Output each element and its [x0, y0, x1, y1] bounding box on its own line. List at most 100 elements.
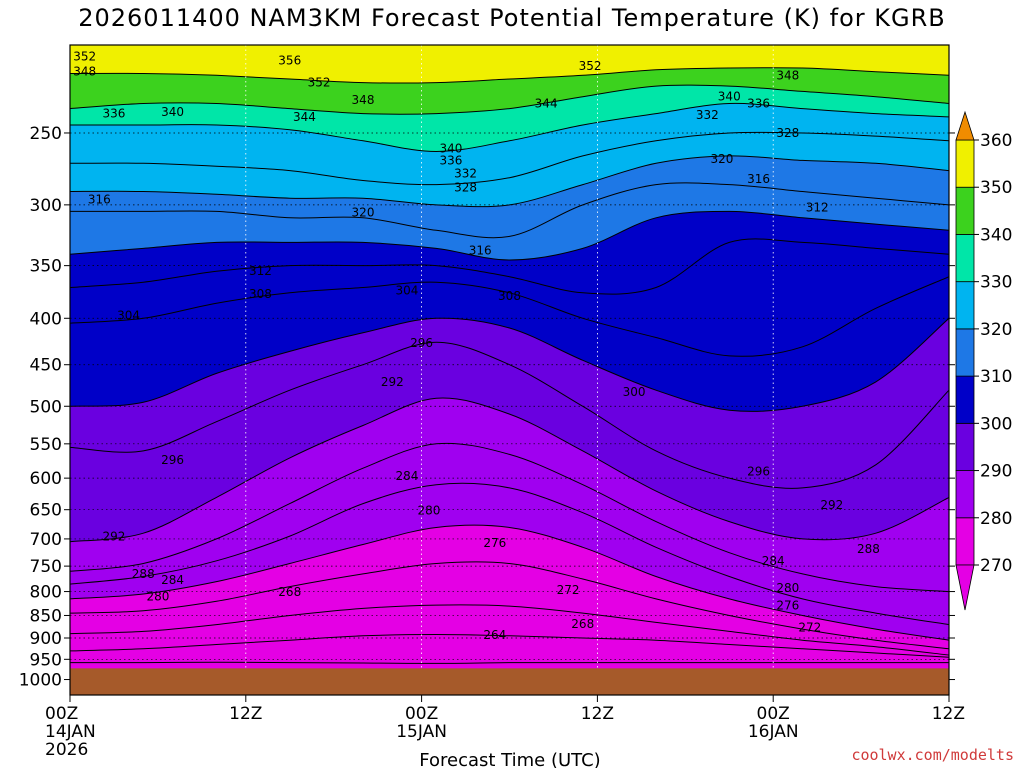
contour-label: 264: [483, 628, 506, 642]
credit-text[interactable]: coolwx.com/modelts: [851, 746, 1014, 764]
isentrope-328: [70, 131, 949, 186]
colorbar-segment: [955, 422, 975, 471]
isentrope-280: [70, 524, 949, 641]
x-tick-date: 15JAN: [396, 722, 447, 742]
contour-label: 288: [132, 567, 155, 581]
isentrope-264: [70, 661, 949, 664]
y-tick-label: 800: [30, 583, 62, 603]
contour-label: 344: [293, 110, 316, 124]
contour-label: 344: [535, 97, 558, 111]
contour-label: 288: [857, 542, 880, 556]
y-tick-label: 350: [30, 257, 62, 277]
contour-label: 320: [710, 152, 733, 166]
y-tick-label: 300: [30, 196, 62, 216]
colorbar: 270 280 290 300 310 320 330 340 350 360: [955, 110, 1012, 611]
x-tick-label: 12Z: [229, 704, 262, 724]
colorbar-low-arrow: [955, 564, 975, 611]
contour-label: 348: [73, 65, 96, 79]
y-tick-label: 1000: [19, 671, 62, 691]
colorbar-label: 350: [980, 178, 1012, 198]
isentrope-352: [70, 67, 949, 84]
x-tick-label: 12Z: [932, 704, 965, 724]
contour-label: 308: [249, 287, 272, 301]
colorbar-segment: [955, 139, 975, 188]
contour-label: 340: [439, 141, 462, 155]
x-tick-date: 16JAN: [748, 722, 799, 742]
colorbar-segment: [955, 375, 975, 424]
contour-label: 312: [249, 264, 272, 278]
y-axis: 250 300 350 400 450 500 550 600 650 700 750 800 850 9…: [19, 124, 955, 691]
plot-frame: [69, 44, 950, 696]
contour-label: 352: [579, 59, 602, 73]
contour-label: 340: [718, 90, 741, 104]
y-tick-label: 650: [30, 501, 62, 521]
contour-label: 292: [102, 530, 125, 544]
y-tick-label: 850: [30, 606, 62, 626]
contour-label: 356: [278, 53, 301, 67]
isentrope-320: [70, 155, 949, 208]
contour-label: 336: [439, 153, 462, 167]
contour-label: 292: [381, 375, 404, 389]
contour-label: 316: [747, 172, 770, 186]
colorbar-label: 270: [980, 556, 1012, 576]
theta-filled-contours: [70, 45, 949, 695]
surface-terrain: [70, 668, 949, 695]
x-axis-label: Forecast Time (UTC): [419, 750, 600, 768]
isentrope-344: [70, 84, 949, 115]
colorbar-label: 330: [980, 273, 1012, 293]
contour-label: 348: [776, 68, 799, 82]
contour-label: 320: [352, 206, 375, 220]
isentrope-308: [70, 238, 949, 295]
contour-label: 296: [747, 465, 770, 479]
colorbar-label: 320: [980, 320, 1012, 340]
isentrope-304: [70, 276, 949, 357]
isentrope-lines: [70, 67, 949, 664]
colorbar-label: 300: [980, 414, 1012, 434]
colorbar-segment: [955, 517, 975, 566]
isentrope-268: [70, 633, 949, 658]
y-tick-label: 500: [30, 397, 62, 417]
y-tick-label: 750: [30, 557, 62, 577]
contour-label: 308: [498, 289, 521, 303]
colorbar-label: 290: [980, 462, 1012, 482]
colorbar-segment: [955, 234, 975, 283]
contour-label: 328: [454, 180, 477, 194]
colorbar-segment: [955, 470, 975, 519]
contour-label: 340: [161, 105, 184, 119]
colorbar-segment: [955, 186, 975, 235]
colorbar-label: 360: [980, 131, 1012, 151]
contour-label: 280: [146, 589, 169, 603]
x-tick-label: 00Z: [405, 704, 438, 724]
contour-label: 316: [469, 244, 492, 258]
x-tick-year: 2026: [45, 740, 88, 760]
contour-label: 316: [88, 193, 111, 207]
contour-label: 272: [798, 620, 821, 634]
x-tick-date: 14JAN: [45, 722, 96, 742]
contour-label: 280: [417, 503, 440, 517]
y-tick-label: 550: [30, 435, 62, 455]
contour-label: 272: [557, 583, 580, 597]
isentrope-288: [70, 442, 949, 593]
colorbar-segment: [955, 281, 975, 330]
contour-label: 276: [483, 536, 506, 550]
y-tick-label: 600: [30, 469, 62, 489]
contour-label: 328: [776, 126, 799, 140]
isentrope-272: [70, 604, 949, 656]
contour-label: 312: [806, 200, 829, 214]
x-tick-label: 12Z: [581, 704, 614, 724]
contour-label: 276: [776, 599, 799, 613]
contour-label: 352: [73, 50, 96, 64]
y-tick-label: 900: [30, 629, 62, 649]
colorbar-label: 280: [980, 509, 1012, 529]
colorbar-label: 310: [980, 367, 1012, 387]
isentrope-316: [70, 182, 949, 239]
colorbar-high-arrow: [955, 110, 975, 141]
contour-label: 304: [117, 308, 140, 322]
x-tick-label: 00Z: [757, 704, 790, 724]
isentrope-292: [70, 397, 949, 543]
isentrope-296: [70, 341, 949, 489]
contour-label: 284: [395, 469, 418, 483]
